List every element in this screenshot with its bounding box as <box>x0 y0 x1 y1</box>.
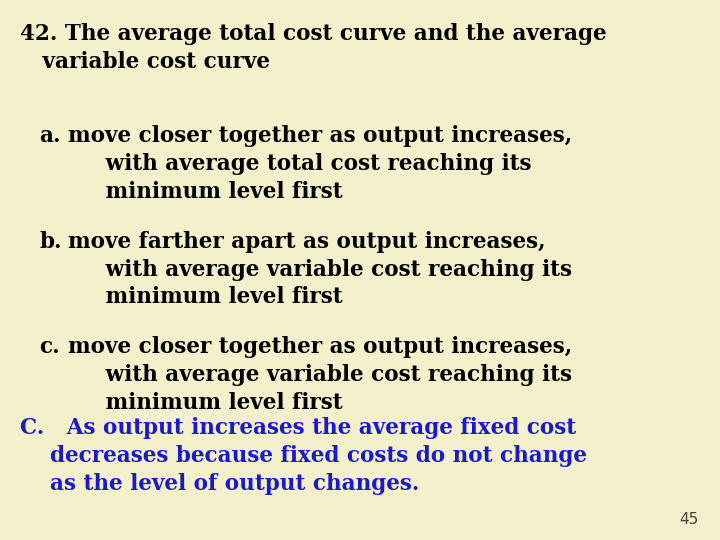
Text: move farther apart as output increases,
     with average variable cost reaching: move farther apart as output increases, … <box>68 231 572 308</box>
Text: a.: a. <box>40 125 61 147</box>
Text: b.: b. <box>40 231 62 253</box>
Text: move closer together as output increases,
     with average variable cost reachi: move closer together as output increases… <box>68 336 572 414</box>
Text: 42. The average total cost curve and the average
   variable cost curve: 42. The average total cost curve and the… <box>20 23 607 73</box>
Text: c.: c. <box>40 336 60 358</box>
Text: C.   As output increases the average fixed cost
    decreases because fixed cost: C. As output increases the average fixed… <box>20 417 588 495</box>
Text: 45: 45 <box>679 511 698 526</box>
Text: move closer together as output increases,
     with average total cost reaching : move closer together as output increases… <box>68 125 572 203</box>
